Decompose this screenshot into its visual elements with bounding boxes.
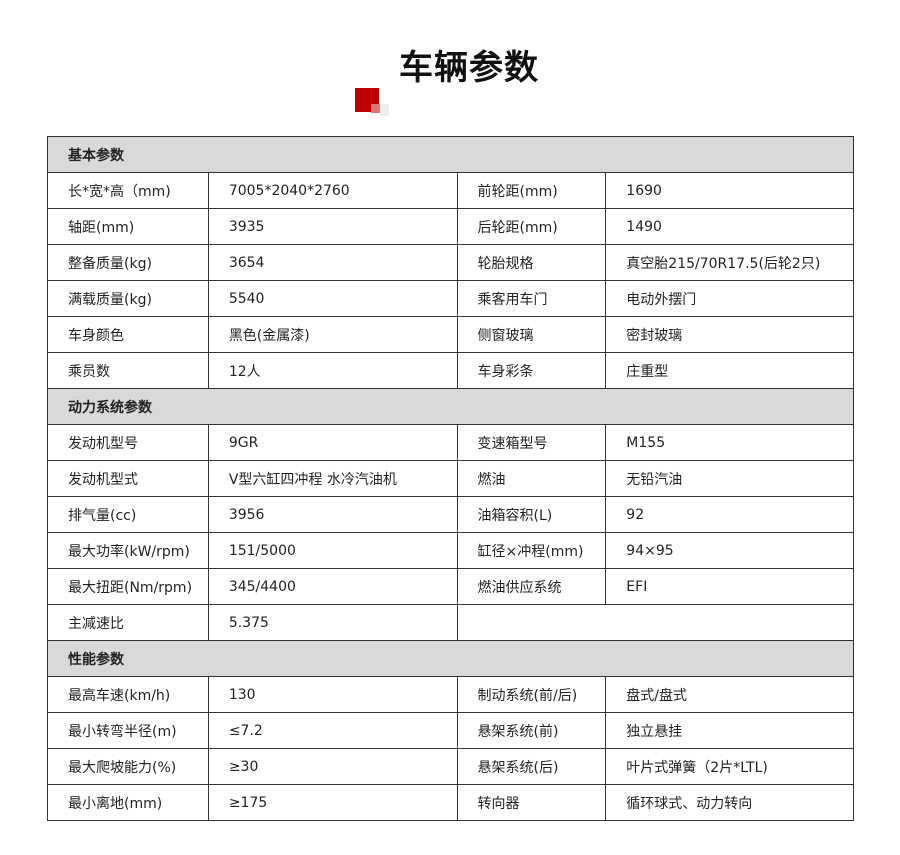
page-title: 车辆参数 <box>399 48 539 88</box>
param-value: 无铅汽油 <box>605 460 854 497</box>
param-value: 7005*2040*2760 <box>207 172 458 209</box>
param-label: 制动系统(前/后) <box>456 676 607 713</box>
param-value: 9GR <box>207 424 458 461</box>
table-row: 车身颜色 黑色(金属漆) 侧窗玻璃 密封玻璃 <box>47 316 854 353</box>
param-value: 独立悬挂 <box>605 712 854 749</box>
param-value: 345/4400 <box>207 568 458 605</box>
param-label: 变速箱型号 <box>456 424 607 461</box>
table-row: 发动机型式 V型六缸四冲程 水冷汽油机 燃油 无铅汽油 <box>47 460 854 497</box>
param-label: 燃油供应系统 <box>456 568 607 605</box>
param-label: 排气量(cc) <box>47 496 209 533</box>
param-value: 1490 <box>605 208 854 245</box>
param-value: 真空胎215/70R17.5(后轮2只) <box>605 244 854 281</box>
param-value: 151/5000 <box>207 532 458 569</box>
param-label: 主减速比 <box>47 604 209 641</box>
param-label: 轮胎规格 <box>456 244 607 281</box>
param-label: 燃油 <box>456 460 607 497</box>
table-row: 最大功率(kW/rpm) 151/5000 缸径×冲程(mm) 94×95 <box>47 532 854 569</box>
table-row: 满载质量(kg) 5540 乘客用车门 电动外摆门 <box>47 280 854 317</box>
param-label: 最大扭距(Nm/rpm) <box>47 568 209 605</box>
param-label: 最小转弯半径(m) <box>47 712 209 749</box>
param-value: 3956 <box>207 496 458 533</box>
param-label: 发动机型号 <box>47 424 209 461</box>
param-label: 最大爬坡能力(%) <box>47 748 209 785</box>
param-value: 庄重型 <box>605 352 854 389</box>
table-row: 最大爬坡能力(%) ≥30 悬架系统(后) 叶片式弹簧（2片*LTL) <box>47 748 854 785</box>
param-label: 转向器 <box>456 784 607 821</box>
param-value: 电动外摆门 <box>605 280 854 317</box>
param-value: 循环球式、动力转向 <box>605 784 854 821</box>
param-value: ≥30 <box>207 748 458 785</box>
param-value: ≤7.2 <box>207 712 458 749</box>
empty-cell <box>456 604 855 641</box>
table-row: 最小离地(mm) ≥175 转向器 循环球式、动力转向 <box>47 784 854 821</box>
param-label: 最大功率(kW/rpm) <box>47 532 209 569</box>
table-row: 最大扭距(Nm/rpm) 345/4400 燃油供应系统 EFI <box>47 568 854 605</box>
section-title: 性能参数 <box>47 640 854 677</box>
table-row: 主减速比 5.375 <box>47 604 855 641</box>
table-row: 排气量(cc) 3956 油箱容积(L) 92 <box>47 496 854 533</box>
param-label: 车身颜色 <box>47 316 209 353</box>
param-label: 满载质量(kg) <box>47 280 209 317</box>
param-value: 12人 <box>207 352 458 389</box>
param-value: EFI <box>605 568 854 605</box>
param-value: M155 <box>605 424 854 461</box>
param-label: 车身彩条 <box>456 352 607 389</box>
section-title: 基本参数 <box>47 136 854 173</box>
param-label: 悬架系统(前) <box>456 712 607 749</box>
param-label: 乘员数 <box>47 352 209 389</box>
table-row: 发动机型号 9GR 变速箱型号 M155 <box>47 424 854 461</box>
param-value: 密封玻璃 <box>605 316 854 353</box>
table-row: 最高车速(km/h) 130 制动系统(前/后) 盘式/盘式 <box>47 676 854 713</box>
param-value: 92 <box>605 496 854 533</box>
param-label: 悬架系统(后) <box>456 748 607 785</box>
section-header: 动力系统参数 <box>47 388 854 425</box>
param-label: 整备质量(kg) <box>47 244 209 281</box>
section-header: 基本参数 <box>47 136 854 173</box>
page-header: 车辆参数 <box>0 40 900 116</box>
param-label: 最高车速(km/h) <box>47 676 209 713</box>
param-value: 盘式/盘式 <box>605 676 854 713</box>
param-value: 黑色(金属漆) <box>207 316 458 353</box>
table-row: 最小转弯半径(m) ≤7.2 悬架系统(前) 独立悬挂 <box>47 712 854 749</box>
table-row: 轴距(mm) 3935 后轮距(mm) 1490 <box>47 208 854 245</box>
param-label: 后轮距(mm) <box>456 208 607 245</box>
table-row: 乘员数 12人 车身彩条 庄重型 <box>47 352 854 389</box>
section-title: 动力系统参数 <box>47 388 854 425</box>
red-square-icon <box>355 88 391 118</box>
param-value: ≥175 <box>207 784 458 821</box>
param-label: 发动机型式 <box>47 460 209 497</box>
param-value: 叶片式弹簧（2片*LTL) <box>605 748 854 785</box>
param-label: 前轮距(mm) <box>456 172 607 209</box>
vehicle-params-table: 基本参数 长*宽*高（mm) 7005*2040*2760 前轮距(mm) 1690 轴距… <box>47 136 855 821</box>
param-label: 长*宽*高（mm) <box>47 172 209 209</box>
param-label: 轴距(mm) <box>47 208 209 245</box>
param-value: 3654 <box>207 244 458 281</box>
param-value: 1690 <box>605 172 854 209</box>
param-value: 5.375 <box>207 604 458 641</box>
param-value: 3935 <box>207 208 458 245</box>
param-value: 130 <box>207 676 458 713</box>
table-row: 长*宽*高（mm) 7005*2040*2760 前轮距(mm) 1690 <box>47 172 854 209</box>
param-label: 侧窗玻璃 <box>456 316 607 353</box>
param-value: 94×95 <box>605 532 854 569</box>
param-value: 5540 <box>207 280 458 317</box>
param-label: 最小离地(mm) <box>47 784 209 821</box>
param-label: 油箱容积(L) <box>456 496 607 533</box>
section-header: 性能参数 <box>47 640 854 677</box>
param-label: 缸径×冲程(mm) <box>456 532 607 569</box>
param-label: 乘客用车门 <box>456 280 607 317</box>
param-value: V型六缸四冲程 水冷汽油机 <box>207 460 458 497</box>
table-row: 整备质量(kg) 3654 轮胎规格 真空胎215/70R17.5(后轮2只) <box>47 244 854 281</box>
